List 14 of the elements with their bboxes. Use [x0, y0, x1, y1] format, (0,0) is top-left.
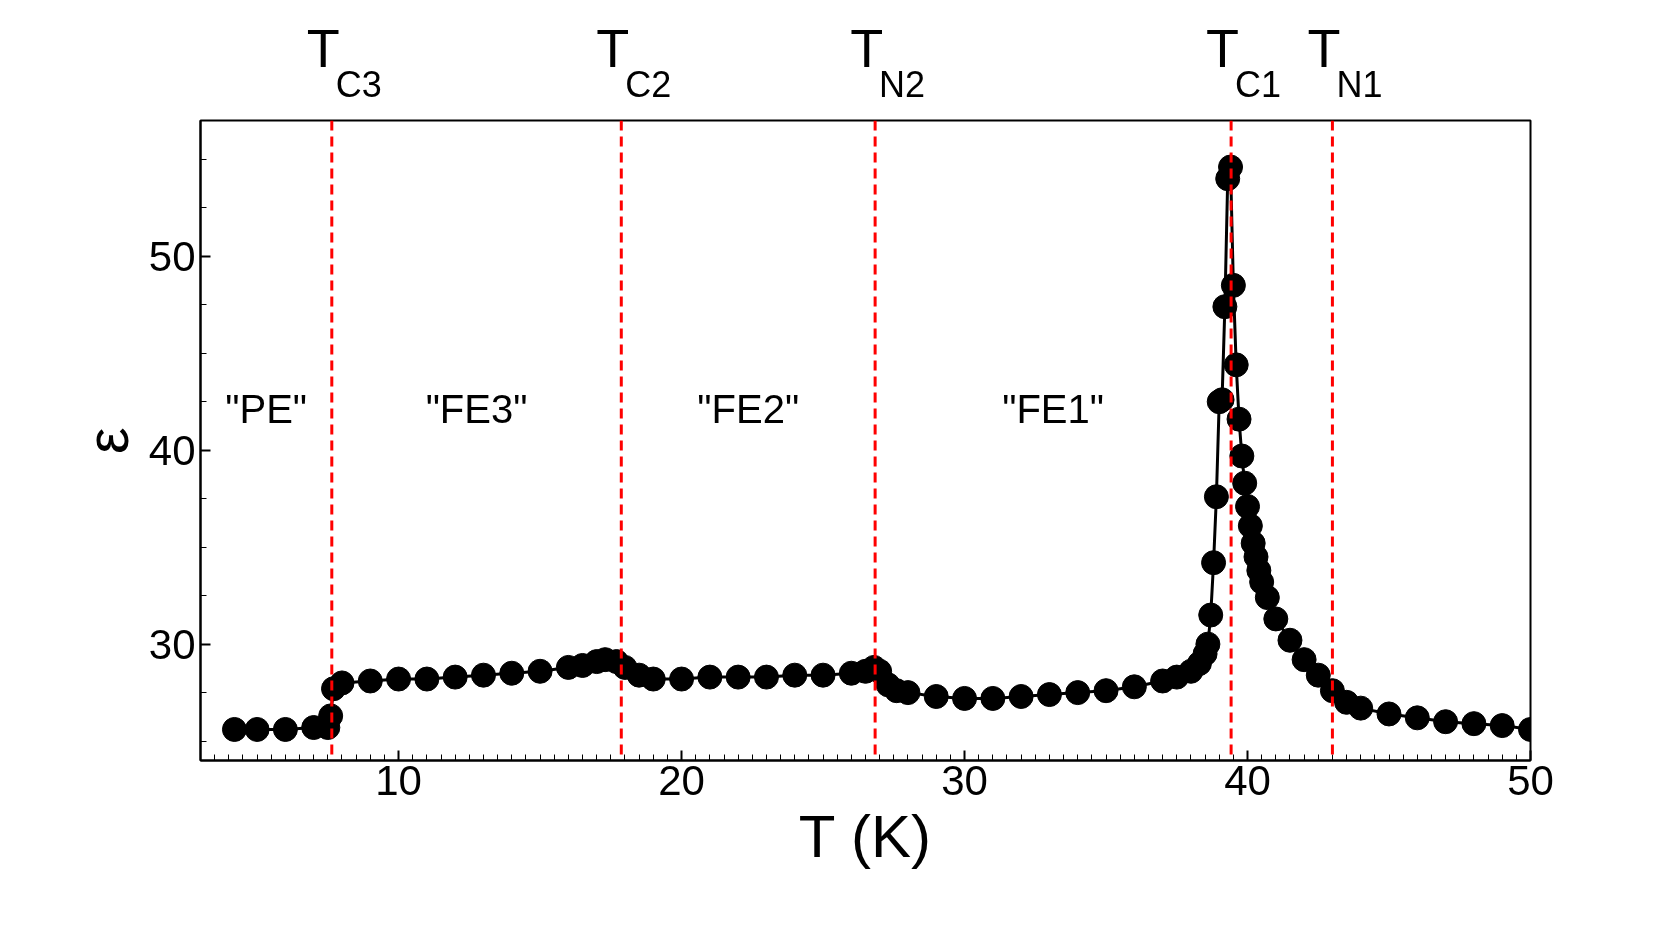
- x-axis-title: T (K): [798, 802, 932, 870]
- annotation: "FE2": [697, 386, 800, 431]
- annotation: "FE1": [1002, 386, 1104, 431]
- x-tick-label: 20: [658, 756, 705, 804]
- y-tick-label: 30: [148, 620, 196, 668]
- y-tick-label: 40: [148, 426, 196, 474]
- x-tick-label: 30: [941, 756, 988, 804]
- annotation: "FE3": [425, 386, 528, 431]
- x-tick-label: 10: [375, 756, 422, 804]
- annotation: "PE": [225, 386, 308, 431]
- x-tick-label: 40: [1224, 756, 1271, 804]
- x-tick-label: 50: [1507, 756, 1554, 804]
- y-tick-label: 50: [148, 232, 196, 280]
- y-axis-title: ε: [73, 427, 141, 454]
